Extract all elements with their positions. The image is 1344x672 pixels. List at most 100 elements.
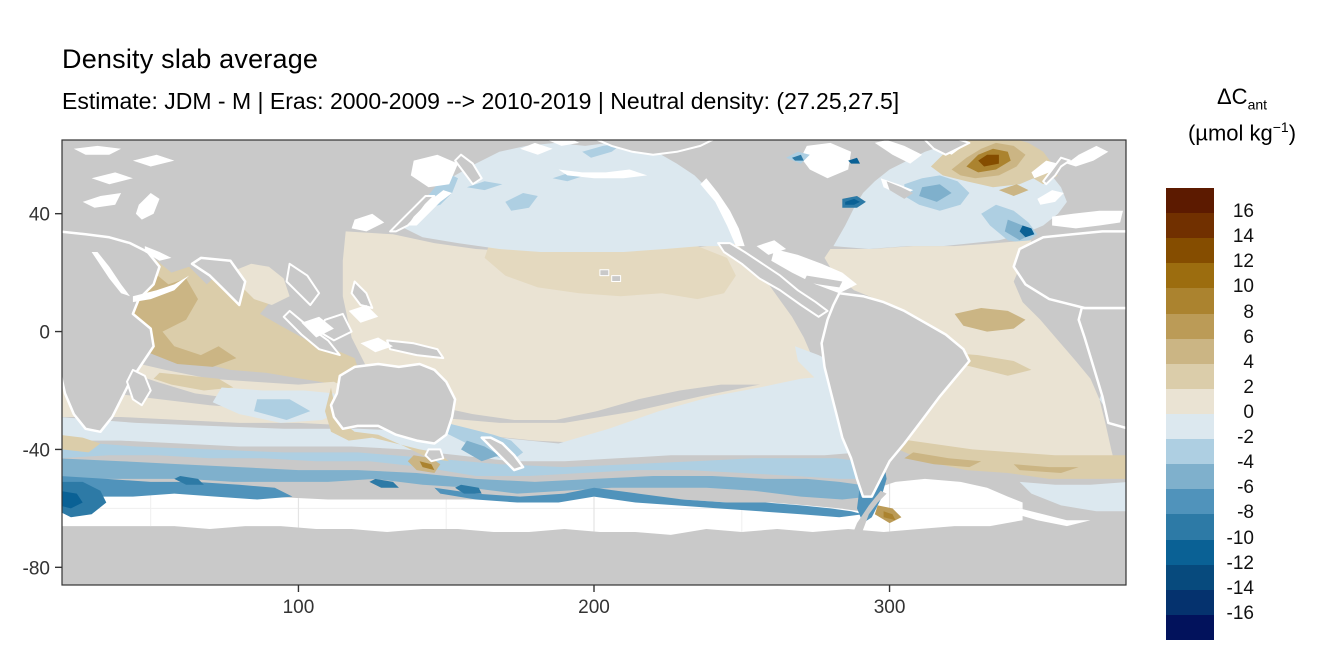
colorbar-segment	[1166, 213, 1214, 239]
land-antarctic-peninsula	[851, 490, 887, 538]
satl-se-pale	[1019, 481, 1126, 512]
bengal-cream	[236, 263, 290, 305]
legend-tick-label: -12	[1226, 552, 1254, 574]
y-tick-label: 40	[29, 205, 50, 226]
map-plot-area	[62, 140, 1126, 585]
legend-tick-label: 8	[1243, 301, 1254, 323]
colorbar-segment	[1166, 539, 1214, 565]
white-se-atlantic-wedge	[1016, 508, 1091, 527]
land-newfoundland	[886, 181, 914, 199]
southern-deep-left	[62, 481, 107, 518]
seindian-ltblue	[254, 399, 311, 420]
natl-deep-east	[1019, 225, 1035, 238]
southern-deeper-left	[62, 491, 83, 509]
natl-midblue-west	[919, 184, 952, 202]
white-kuriles-fringe	[407, 190, 453, 226]
colorbar-segment	[1166, 188, 1214, 214]
land-south-america	[820, 291, 971, 498]
natl-tan-east-2	[998, 184, 1029, 196]
southern-deep-spot-1	[174, 476, 204, 485]
colorbar-segment	[1166, 313, 1214, 339]
legend-tick-label: -4	[1237, 452, 1254, 474]
white-labrador-1	[874, 140, 923, 164]
white-hudson-bay	[800, 142, 852, 179]
legend-tick-label: 0	[1243, 401, 1254, 423]
white-baltic	[1066, 145, 1109, 167]
land-tasmania	[424, 448, 445, 463]
legend-tick-label: 10	[1232, 276, 1254, 298]
satl-tan2-b	[1013, 464, 1079, 473]
colorbar-segment	[1166, 439, 1214, 465]
southern-ltblue-band	[62, 440, 866, 479]
natl-brown-core	[978, 154, 999, 167]
land-australia	[329, 362, 457, 445]
white-gulf-mexico	[756, 240, 787, 255]
legend-tick-label: -10	[1226, 527, 1254, 549]
white-red-sea	[91, 252, 130, 297]
white-nw-russia-2	[132, 154, 175, 167]
southern-deep-spot-2	[369, 478, 399, 488]
southern-pale-band	[62, 375, 872, 462]
colorbar-segment	[1166, 564, 1214, 590]
land-hawaii-2	[611, 275, 622, 282]
colorbar-segment	[1166, 263, 1214, 289]
white-black-sea	[82, 193, 122, 208]
land-new-zealand	[480, 436, 525, 472]
y-tick-label: -80	[23, 558, 50, 579]
colorbar-legend: ΔCant (µmol kg−1) 16 14 12 10 8 6 4 2 0 -2 -4 -6 -8 -…	[1148, 84, 1336, 640]
land-greenland-tip	[923, 140, 971, 156]
leftedge-tan	[62, 435, 101, 453]
white-na-coast-fringe	[700, 178, 745, 247]
land-central-america	[717, 242, 829, 318]
white-bering-1	[547, 140, 580, 146]
land-africa	[62, 230, 161, 434]
colorbar-segment	[1166, 413, 1214, 440]
y-tick-label: -40	[23, 440, 50, 461]
legend-tick-label: 16	[1232, 201, 1254, 223]
legend-tick-label: -6	[1237, 477, 1254, 499]
white-mediterranean	[1052, 210, 1123, 229]
npac-ltblue-2	[466, 181, 503, 191]
southern-steel-pacific	[434, 487, 863, 518]
peninsula-brown-core	[883, 511, 896, 521]
colorbar-segment	[1166, 363, 1214, 389]
x-tick-label: 200	[578, 597, 610, 618]
white-uk-seas	[1031, 160, 1058, 179]
legend-title: ΔCant	[1216, 84, 1268, 113]
land-uk	[1042, 156, 1071, 186]
colorbar-segment	[1166, 238, 1214, 264]
legend-tick-label: -2	[1237, 427, 1254, 449]
colorbar-segment	[1166, 464, 1214, 490]
legend-tick-label: 12	[1232, 251, 1254, 273]
white-persian-gulf	[144, 246, 172, 261]
sindian-tan-streak	[153, 372, 234, 391]
hudson-strait-deeper	[848, 157, 860, 164]
legend-tick-label: -16	[1226, 602, 1254, 624]
hudson-strait-deep	[792, 154, 804, 161]
white-iberia-fringe	[1037, 190, 1064, 205]
white-caspian	[135, 193, 160, 220]
legend-tick-label: 14	[1232, 226, 1254, 248]
land-carib-islands	[803, 275, 843, 288]
legend-tick-label: -8	[1237, 502, 1254, 524]
land-new-guinea	[386, 339, 445, 360]
tasman-midblue	[461, 440, 500, 462]
tasmania-brown-core	[419, 461, 435, 471]
colorbar-segment	[1166, 614, 1214, 640]
colorbar-segment	[1166, 514, 1214, 540]
colorbar-segment	[1166, 589, 1214, 615]
legend-units: (µmol kg−1)	[1187, 119, 1297, 146]
npac-pale	[398, 142, 742, 252]
white-indo-sea-2	[348, 305, 379, 323]
x-tick-label: 100	[283, 597, 315, 618]
legend-tick-label: 2	[1243, 376, 1254, 398]
colorbar-segment	[1166, 288, 1214, 314]
natl-deeper-west	[845, 198, 860, 205]
southern-midblue-band	[62, 458, 869, 500]
white-arabia-fringe	[132, 275, 190, 303]
land-nafrica-right	[1012, 230, 1126, 310]
southern-steel-indian	[62, 476, 293, 500]
colorbar	[1166, 188, 1214, 640]
